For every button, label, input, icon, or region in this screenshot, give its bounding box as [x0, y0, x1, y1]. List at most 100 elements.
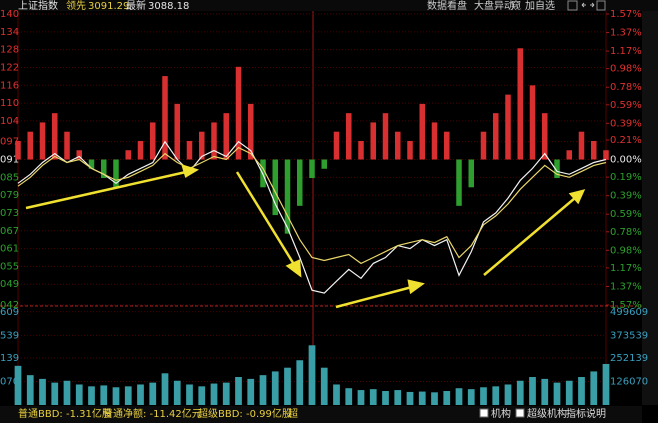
side-strip: [642, 11, 658, 405]
header-bar: [0, 0, 658, 11]
volume-bar: [369, 389, 377, 405]
volume-left-label: 139: [0, 353, 19, 364]
strength-bar: [370, 122, 377, 160]
strength-bar: [333, 131, 340, 160]
checkbox[interactable]: [515, 408, 525, 418]
icon-button[interactable]: [567, 0, 578, 11]
strength-bar: [566, 150, 573, 160]
strength-bar: [480, 131, 487, 160]
y-tick-label: 110: [0, 98, 19, 109]
strength-bar: [88, 159, 95, 169]
y2-tick-label: 1.57%: [610, 300, 642, 311]
header-button[interactable]: 窥: [511, 0, 521, 12]
lead-label: 领先: [66, 0, 86, 12]
y2-tick-label: 1.57%: [610, 9, 642, 20]
volume-bar: [247, 378, 255, 405]
strength-bar: [272, 159, 279, 216]
footer-item: 普通BBD: -1.31亿股: [18, 407, 112, 420]
volume-bar: [529, 377, 536, 405]
icon-button[interactable]: [596, 0, 606, 11]
icon-button[interactable]: [581, 2, 595, 8]
y-tick-label: 140: [0, 9, 19, 20]
y-tick-label: 042: [0, 300, 19, 311]
footer-item: 超: [288, 407, 298, 420]
y2-tick-label: 0.39%: [610, 191, 642, 202]
volume-bar: [259, 375, 267, 405]
y-tick-label: 055: [0, 261, 19, 272]
volume-bar: [431, 392, 438, 405]
y2-tick-label: 1.17%: [610, 46, 642, 57]
checkbox[interactable]: [479, 408, 489, 418]
y-tick-label: 085: [0, 172, 19, 183]
arrow: [483, 197, 576, 276]
volume-bar: [271, 371, 279, 405]
y2-tick-label: 1.37%: [610, 28, 642, 39]
price-line: [17, 140, 607, 294]
strength-bar: [149, 122, 156, 160]
last-value: 3088.18: [148, 1, 189, 12]
strength-bar: [296, 159, 303, 206]
volume-bar: [516, 380, 524, 405]
strength-bar: [407, 140, 413, 160]
volume-bar: [565, 380, 573, 405]
volume-bar: [75, 384, 83, 405]
volume-bar: [137, 384, 144, 405]
strength-bar: [541, 113, 548, 160]
strength-bar: [394, 131, 401, 160]
y-tick-label: 079: [0, 190, 19, 201]
strength-bar: [247, 103, 254, 160]
strength-bar: [443, 131, 450, 160]
volume-bar: [222, 382, 230, 405]
volume-bar: [39, 378, 46, 405]
y2-tick-label: 1.37%: [610, 281, 642, 292]
strength-bar: [492, 113, 499, 160]
volume-bar: [541, 378, 549, 405]
strength-bar: [125, 150, 132, 160]
volume-bar: [590, 371, 598, 405]
volume-tick-label: 499609: [610, 307, 648, 318]
arrow: [25, 170, 187, 210]
y-tick-label: 049: [0, 279, 19, 290]
strength-bar: [345, 113, 352, 160]
arrow: [335, 285, 413, 309]
y-tick-label: 097: [0, 137, 19, 148]
checkbox-label[interactable]: 超级机构: [527, 407, 567, 420]
volume-bar: [578, 377, 585, 405]
volume-bar: [357, 390, 365, 405]
header-button[interactable]: 加自选: [525, 0, 555, 12]
volume-bar: [235, 377, 242, 405]
strength-bar: [235, 66, 242, 160]
strength-bar: [15, 140, 21, 160]
volume-bar: [480, 387, 487, 405]
volume-bar: [504, 384, 512, 405]
price-line: [17, 146, 607, 265]
volume-tick-label: 126070: [610, 376, 648, 387]
y2-tick-label: 0.59%: [610, 209, 642, 220]
checkbox-label[interactable]: 机构: [491, 407, 511, 420]
volume-bar: [333, 384, 340, 405]
strength-bar: [100, 159, 107, 179]
y2-tick-label: 0.21%: [610, 135, 642, 146]
volume-bar: [112, 387, 120, 405]
strength-bar: [27, 131, 34, 160]
arrow: [235, 171, 297, 267]
strength-bar: [382, 113, 389, 160]
y2-tick-label: 0.98%: [610, 245, 642, 256]
header-button[interactable]: 数据看盘: [427, 0, 467, 12]
strength-bar: [431, 122, 438, 160]
volume-bar: [198, 386, 206, 405]
volume-bar: [210, 383, 218, 405]
help-link[interactable]: 指标说明: [566, 407, 606, 420]
strength-bar: [554, 159, 560, 179]
strength-bar: [76, 150, 83, 160]
strength-bar: [517, 48, 524, 160]
volume-tick-label: 373539: [610, 330, 648, 341]
volume-bar: [492, 386, 500, 405]
volume-bar: [88, 386, 95, 405]
header-button[interactable]: 大盘异动: [474, 0, 514, 12]
y2-tick-label: 0.00%: [610, 155, 642, 166]
strength-bar: [529, 85, 536, 160]
strength-bar: [198, 131, 205, 160]
volume-bar: [467, 389, 475, 405]
